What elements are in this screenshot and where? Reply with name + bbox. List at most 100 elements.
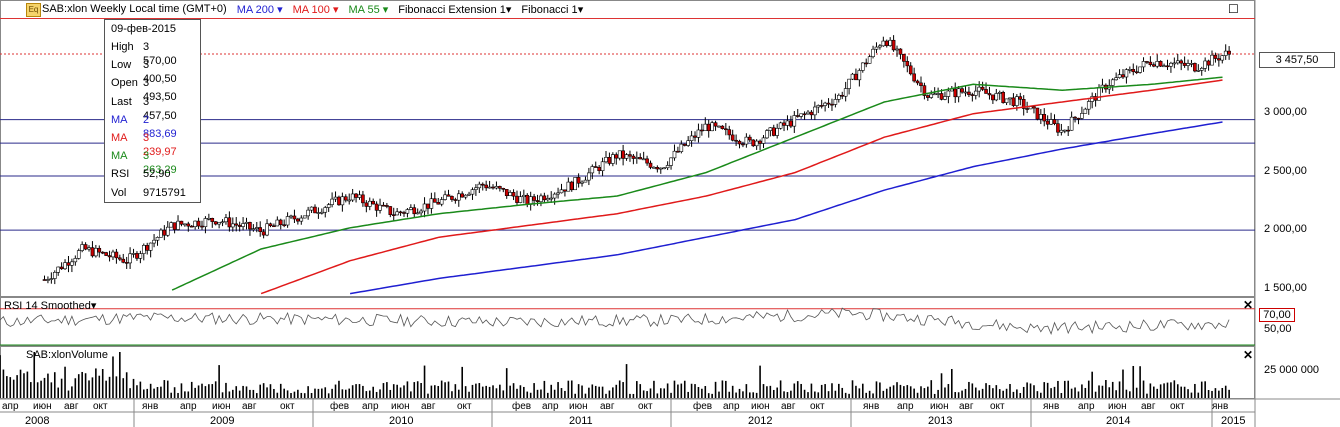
- candle-body: [135, 253, 139, 259]
- candle-body: [710, 122, 714, 132]
- volume-bar: [211, 384, 214, 398]
- volume-bar: [492, 385, 494, 398]
- candle-body: [1080, 113, 1084, 119]
- candle-body: [593, 166, 598, 168]
- candle-body: [963, 91, 968, 94]
- volume-bar: [1115, 390, 1117, 398]
- volume-bar: [1063, 380, 1066, 398]
- volume-bar: [6, 376, 8, 398]
- volume-bar: [485, 385, 487, 398]
- volume-bar: [783, 391, 785, 398]
- volume-bar: [831, 383, 833, 398]
- volume-bar: [338, 380, 340, 398]
- volume-bar: [523, 386, 525, 398]
- maximize-icon[interactable]: ☐: [1228, 2, 1239, 16]
- volume-bar: [396, 384, 398, 398]
- volume-bar: [1176, 384, 1179, 398]
- volume-bar: [872, 393, 874, 398]
- volume-bar: [509, 385, 511, 398]
- volume-bar: [670, 392, 672, 398]
- volume-bar: [410, 391, 412, 398]
- moving-averages: [171, 76, 1223, 295]
- candle-body: [648, 162, 653, 168]
- candle-body: [1152, 64, 1156, 67]
- candle-body: [234, 223, 239, 226]
- candle-body: [371, 200, 375, 205]
- volume-bar: [591, 384, 594, 398]
- volume-bar: [1194, 383, 1196, 398]
- toolbar-fibonacci[interactable]: Fibonacci 1▾: [521, 4, 584, 16]
- volume-bar: [567, 380, 570, 398]
- volume-bar: [769, 385, 772, 398]
- eq-icon[interactable]: Eq: [26, 3, 41, 17]
- infobox-row-value: 52,90: [143, 168, 171, 181]
- candle-body: [583, 179, 588, 183]
- month-label: окт: [1170, 401, 1185, 412]
- candle-body: [306, 209, 310, 217]
- candle-body: [1138, 66, 1142, 73]
- toolbar-ma100[interactable]: MA 100 ▾: [292, 4, 339, 16]
- volume-bar: [427, 393, 429, 398]
- month-label: янв: [863, 401, 880, 412]
- candle-body: [186, 223, 191, 227]
- volume-bar: [293, 391, 296, 398]
- volume-close-icon[interactable]: ✕: [1243, 348, 1254, 362]
- candle-body: [258, 227, 263, 232]
- volume-bar: [1132, 365, 1135, 398]
- candle-body: [439, 199, 444, 205]
- volume-bar: [796, 381, 799, 398]
- candle-body: [248, 221, 252, 230]
- toolbar-fib-extension[interactable]: Fibonacci Extension 1▾: [398, 4, 512, 16]
- toolbar-ma55[interactable]: MA 55 ▾: [348, 4, 389, 16]
- volume-bar: [680, 383, 683, 398]
- rsi-overbought-label: 70,00: [1259, 308, 1295, 322]
- volume-bar: [1091, 371, 1093, 398]
- volume-bar: [1183, 386, 1186, 398]
- volume-bar: [297, 389, 299, 398]
- volume-bar: [232, 389, 234, 398]
- infobox-row-value: 3 400,50: [143, 59, 177, 86]
- candle-body: [662, 167, 667, 170]
- candle-body: [381, 204, 386, 207]
- toolbar-ma200[interactable]: MA 200 ▾: [236, 4, 283, 16]
- volume-bar: [714, 381, 717, 398]
- rsi-pane-title[interactable]: RSI 14 Smoothed▾: [4, 300, 97, 312]
- candle-body: [679, 143, 684, 152]
- year-label: 2015: [1221, 415, 1246, 427]
- volume-bar: [683, 380, 686, 398]
- volume-bar: [327, 393, 330, 398]
- month-label: авг: [64, 401, 79, 412]
- candle-body: [1032, 106, 1036, 109]
- candle-body: [823, 102, 827, 106]
- volume-bar: [612, 387, 614, 398]
- candle-body: [395, 211, 399, 216]
- volume-bar: [776, 387, 778, 398]
- infobox-row-label: Open: [111, 77, 138, 90]
- candle-body: [840, 94, 845, 97]
- candle-body: [42, 279, 47, 281]
- month-label: авг: [600, 401, 615, 412]
- volume-bar: [608, 390, 611, 398]
- candle-body: [487, 186, 492, 189]
- rsi-close-icon[interactable]: ✕: [1243, 298, 1254, 312]
- month-label: авг: [781, 401, 796, 412]
- candle-body: [587, 172, 591, 181]
- candle-body: [700, 129, 704, 132]
- volume-bar: [1207, 390, 1210, 398]
- candle-body: [621, 150, 625, 159]
- rsi-series: [0, 307, 1255, 346]
- candle-body: [1217, 58, 1221, 61]
- volume-bar: [475, 383, 477, 398]
- volume-bar: [372, 386, 374, 398]
- volume-bar: [1046, 382, 1049, 398]
- volume-bar: [451, 391, 453, 398]
- volume-bar: [279, 383, 282, 398]
- candle-body: [402, 212, 406, 214]
- symbol-label[interactable]: SAB:xlon Weekly Local time (GMT+0): [42, 3, 227, 15]
- volume-bar: [389, 389, 392, 398]
- volume-bar: [91, 377, 94, 398]
- month-label: фев: [512, 401, 532, 412]
- candle-body: [727, 129, 732, 136]
- volume-bar: [1105, 380, 1107, 398]
- candle-body: [467, 193, 471, 196]
